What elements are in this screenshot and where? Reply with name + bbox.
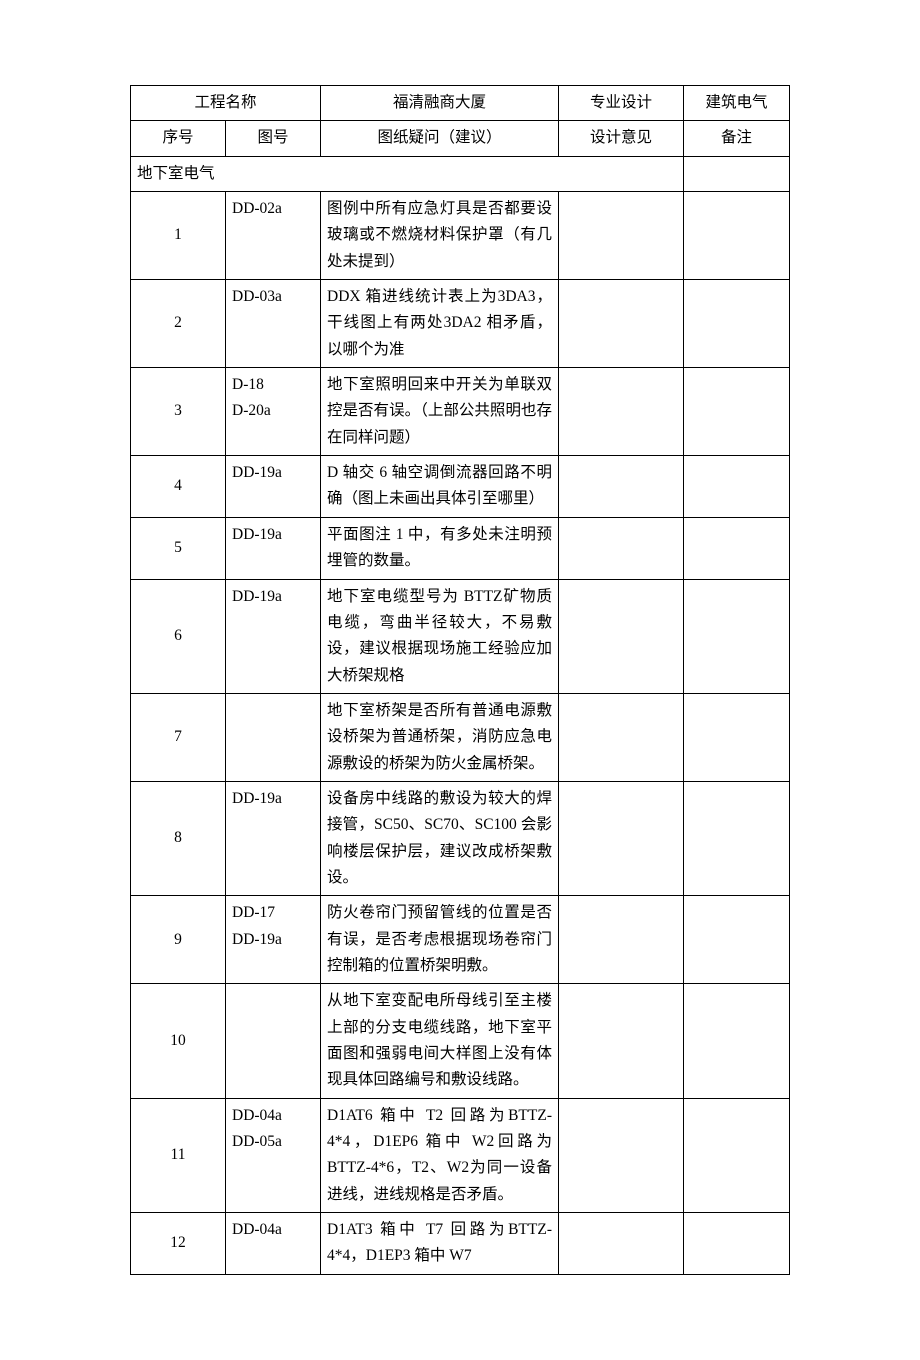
question-cell: 地下室电缆型号为 BTTZ矿物质电缆，弯曲半径较大，不易敷设，建议根据现场施工经… [321, 579, 559, 693]
opinion-cell [559, 984, 684, 1098]
project-label-cell: 工程名称 [131, 86, 321, 121]
dwg-cell [226, 693, 321, 781]
table-row: 5 DD-19a 平面图注 1 中，有多处未注明预埋管的数量。 [131, 517, 790, 579]
question-cell: DDX 箱进线统计表上为3DA3，干线图上有两处3DA2 相矛盾，以哪个为准 [321, 280, 559, 368]
seq-cell: 9 [131, 896, 226, 984]
remark-cell [684, 1098, 790, 1212]
dwg-cell: DD-02a [226, 192, 321, 280]
seq-cell: 3 [131, 368, 226, 456]
table-row: 4 DD-19a D 轴交 6 轴空调倒流器回路不明确（图上未画出具体引至哪里） [131, 456, 790, 518]
question-cell: 平面图注 1 中，有多处未注明预埋管的数量。 [321, 517, 559, 579]
question-cell: 地下室桥架是否所有普通电源敷设桥架为普通桥架，消防应急电源敷设的桥架为防火金属桥… [321, 693, 559, 781]
table-row: 8 DD-19a 设备房中线路的敷设为较大的焊接管，SC50、SC70、SC10… [131, 781, 790, 895]
opinion-cell [559, 192, 684, 280]
seq-cell: 5 [131, 517, 226, 579]
header-row-1: 工程名称 福清融商大厦 专业设计 建筑电气 [131, 86, 790, 121]
question-cell: 地下室照明回来中开关为单联双控是否有误。（上部公共照明也存在同样问题） [321, 368, 559, 456]
design-label-cell: 专业设计 [559, 86, 684, 121]
project-name-cell: 福清融商大厦 [321, 86, 559, 121]
dwg-cell: DD-19a [226, 456, 321, 518]
section-row: 地下室电气 [131, 156, 790, 191]
design-value-cell: 建筑电气 [684, 86, 790, 121]
table-row: 6 DD-19a 地下室电缆型号为 BTTZ矿物质电缆，弯曲半径较大，不易敷设，… [131, 579, 790, 693]
remark-cell [684, 781, 790, 895]
remark-cell [684, 896, 790, 984]
dwg-cell: DD-19a [226, 781, 321, 895]
table-row: 1 DD-02a 图例中所有应急灯具是否都要设玻璃或不燃烧材料保护罩（有几处未提… [131, 192, 790, 280]
opinion-cell [559, 1213, 684, 1275]
dwg-cell: DD-04aDD-05a [226, 1098, 321, 1212]
opinion-cell [559, 896, 684, 984]
remark-header: 备注 [684, 121, 790, 156]
seq-header: 序号 [131, 121, 226, 156]
opinion-cell [559, 368, 684, 456]
table-row: 12 DD-04a D1AT3 箱中 T7 回路为BTTZ-4*4，D1EP3 … [131, 1213, 790, 1275]
header-row-2: 序号 图号 图纸疑问（建议） 设计意见 备注 [131, 121, 790, 156]
opinion-cell [559, 1098, 684, 1212]
seq-cell: 4 [131, 456, 226, 518]
opinion-cell [559, 280, 684, 368]
question-cell: 从地下室变配电所母线引至主楼上部的分支电缆线路，地下室平面图和强弱电间大样图上没… [321, 984, 559, 1098]
seq-cell: 10 [131, 984, 226, 1098]
dwg-cell: DD-19a [226, 517, 321, 579]
dwg-cell: DD-17DD-19a [226, 896, 321, 984]
question-cell: D 轴交 6 轴空调倒流器回路不明确（图上未画出具体引至哪里） [321, 456, 559, 518]
question-cell: 图例中所有应急灯具是否都要设玻璃或不燃烧材料保护罩（有几处未提到） [321, 192, 559, 280]
question-cell: D1AT3 箱中 T7 回路为BTTZ-4*4，D1EP3 箱中 W7 [321, 1213, 559, 1275]
dwg-header: 图号 [226, 121, 321, 156]
opinion-cell [559, 781, 684, 895]
table-row: 7 地下室桥架是否所有普通电源敷设桥架为普通桥架，消防应急电源敷设的桥架为防火金… [131, 693, 790, 781]
dwg-cell: DD-04a [226, 1213, 321, 1275]
table-row: 10 从地下室变配电所母线引至主楼上部的分支电缆线路，地下室平面图和强弱电间大样… [131, 984, 790, 1098]
document-table: 工程名称 福清融商大厦 专业设计 建筑电气 序号 图号 图纸疑问（建议） 设计意… [130, 85, 790, 1275]
question-header: 图纸疑问（建议） [321, 121, 559, 156]
opinion-cell [559, 456, 684, 518]
question-cell: 设备房中线路的敷设为较大的焊接管，SC50、SC70、SC100 会影响楼层保护… [321, 781, 559, 895]
table-row: 3 D-18D-20a 地下室照明回来中开关为单联双控是否有误。（上部公共照明也… [131, 368, 790, 456]
opinion-cell [559, 693, 684, 781]
question-cell: D1AT6 箱中 T2 回路为BTTZ-4*4，D1EP6 箱中 W2回路为 B… [321, 1098, 559, 1212]
remark-cell [684, 579, 790, 693]
seq-cell: 7 [131, 693, 226, 781]
seq-cell: 11 [131, 1098, 226, 1212]
dwg-cell: DD-03a [226, 280, 321, 368]
remark-cell [684, 456, 790, 518]
seq-cell: 6 [131, 579, 226, 693]
table-row: 9 DD-17DD-19a 防火卷帘门预留管线的位置是否有误，是否考虑根据现场卷… [131, 896, 790, 984]
seq-cell: 12 [131, 1213, 226, 1275]
question-cell: 防火卷帘门预留管线的位置是否有误，是否考虑根据现场卷帘门控制箱的位置桥架明敷。 [321, 896, 559, 984]
opinion-header: 设计意见 [559, 121, 684, 156]
remark-cell [684, 280, 790, 368]
seq-cell: 8 [131, 781, 226, 895]
seq-cell: 2 [131, 280, 226, 368]
opinion-cell [559, 579, 684, 693]
remark-cell [684, 984, 790, 1098]
dwg-cell: DD-19a [226, 579, 321, 693]
table-row: 2 DD-03a DDX 箱进线统计表上为3DA3，干线图上有两处3DA2 相矛… [131, 280, 790, 368]
dwg-cell [226, 984, 321, 1098]
dwg-cell: D-18D-20a [226, 368, 321, 456]
table-row: 11 DD-04aDD-05a D1AT6 箱中 T2 回路为BTTZ-4*4，… [131, 1098, 790, 1212]
seq-cell: 1 [131, 192, 226, 280]
remark-cell [684, 368, 790, 456]
section-title: 地下室电气 [131, 156, 684, 191]
remark-cell [684, 693, 790, 781]
remark-cell [684, 1213, 790, 1275]
remark-cell [684, 517, 790, 579]
section-remark [684, 156, 790, 191]
remark-cell [684, 192, 790, 280]
opinion-cell [559, 517, 684, 579]
